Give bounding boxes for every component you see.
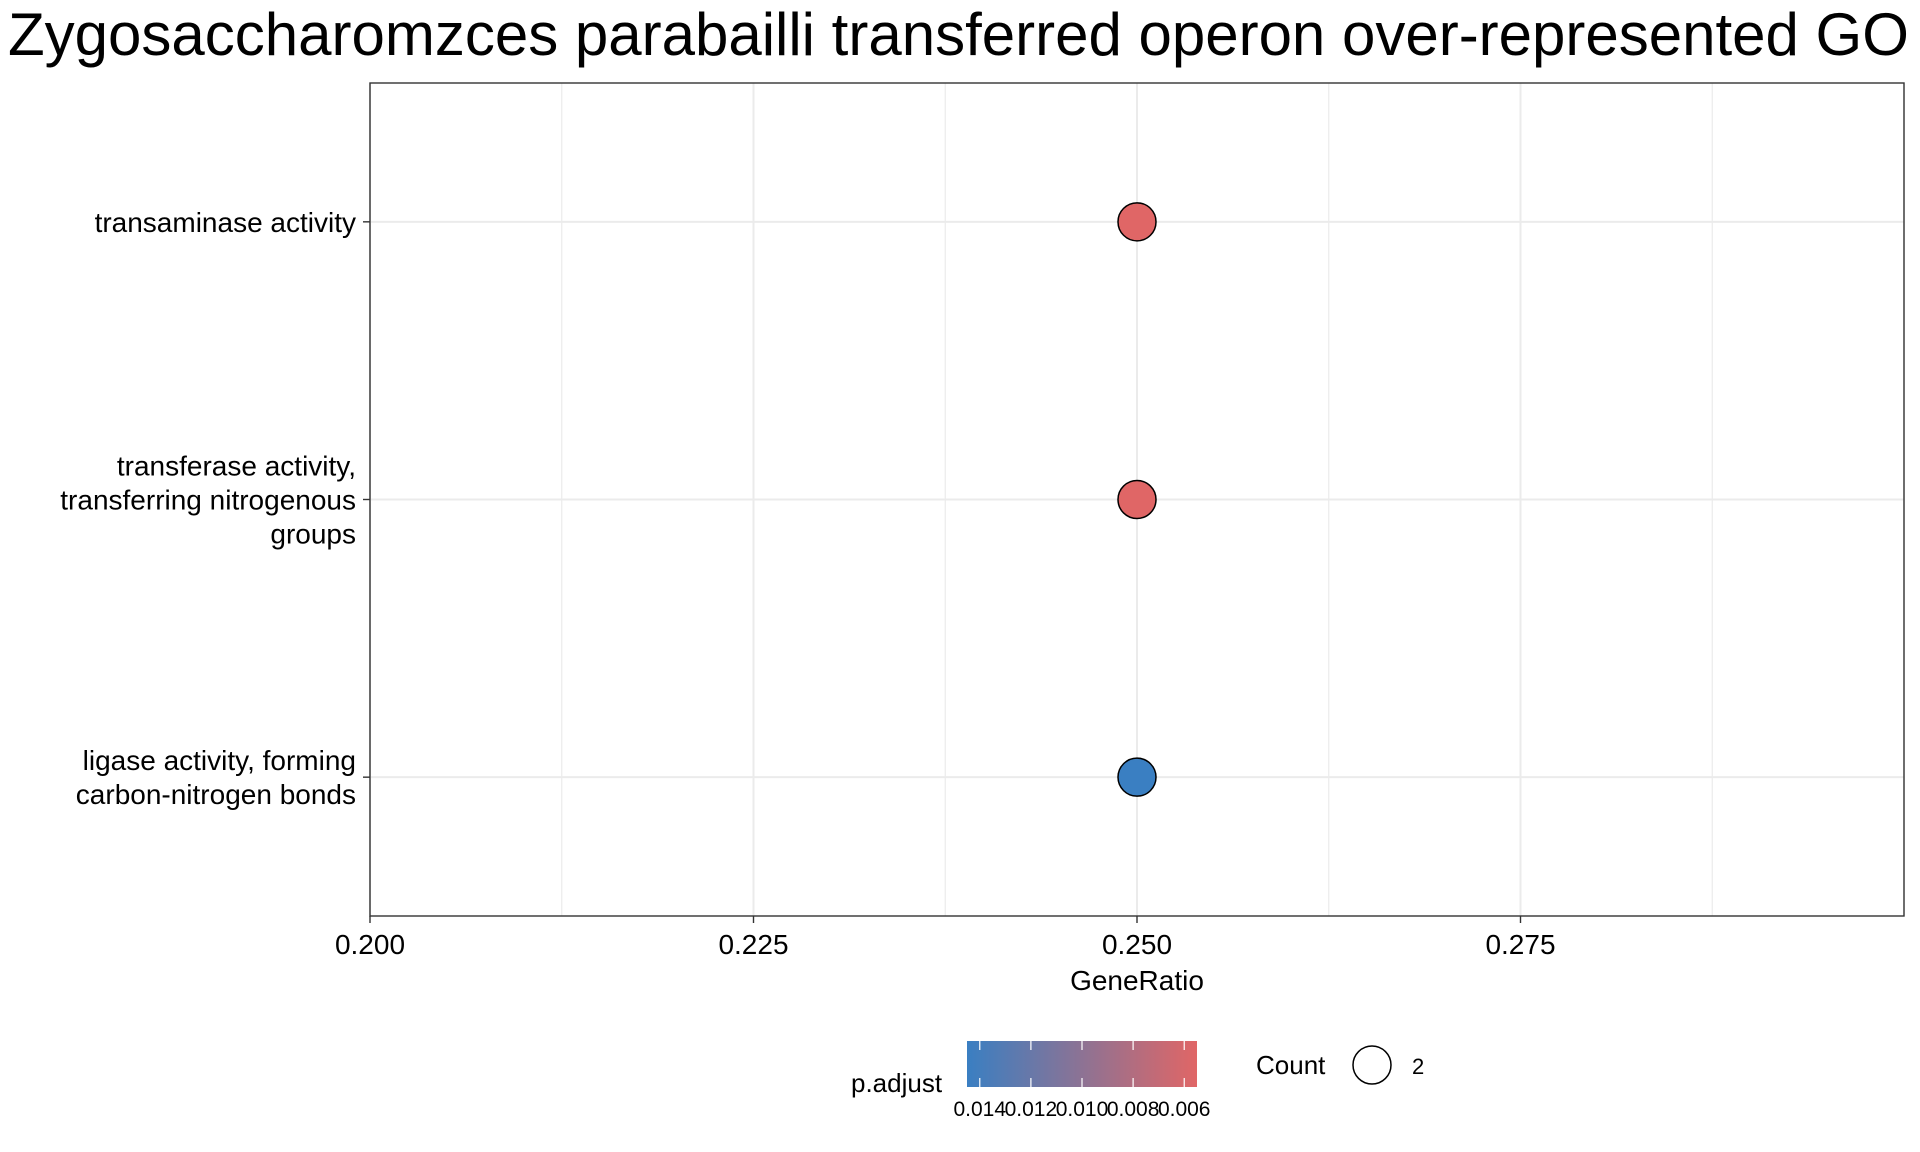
y-tick-label: transferring nitrogenous — [60, 485, 356, 516]
legend-color-title: p.adjust — [851, 1068, 943, 1098]
x-axis: 0.200 0.225 0.250 0.275 — [335, 916, 1556, 960]
y-tick-label: transaminase activity — [95, 207, 356, 238]
legend-size-key — [1352, 1045, 1392, 1085]
x-axis-title: GeneRatio — [1070, 965, 1204, 996]
y-axis: transaminase activity transferase activit… — [60, 207, 370, 810]
data-point — [1117, 479, 1157, 520]
x-tick-label: 0.275 — [1485, 929, 1555, 960]
colorbar-tick-label: 0.010 — [1056, 1098, 1109, 1121]
chart-title: Zygosaccharomzces parabailli transferred… — [8, 1, 1920, 68]
x-tick-label: 0.250 — [1102, 929, 1172, 960]
legend-size-label: 2 — [1412, 1054, 1424, 1079]
legend-size-title: Count — [1256, 1050, 1326, 1080]
y-tick-label: transferase activity, — [117, 451, 356, 482]
colorbar-tick-label: 0.008 — [1107, 1098, 1160, 1121]
x-tick-label: 0.200 — [335, 929, 405, 960]
data-point — [1117, 757, 1157, 797]
data-points — [1117, 202, 1157, 797]
y-tick-label: groups — [270, 519, 356, 550]
colorbar-tick-label: 0.006 — [1158, 1098, 1211, 1121]
y-tick-label: carbon-nitrogen bonds — [76, 779, 356, 810]
x-tick-label: 0.225 — [718, 929, 788, 960]
y-tick-label: ligase activity, forming — [83, 745, 356, 776]
data-point — [1117, 202, 1157, 242]
colorbar-tick-label: 0.014 — [953, 1098, 1006, 1121]
colorbar-tick-label: 0.012 — [1005, 1098, 1058, 1121]
